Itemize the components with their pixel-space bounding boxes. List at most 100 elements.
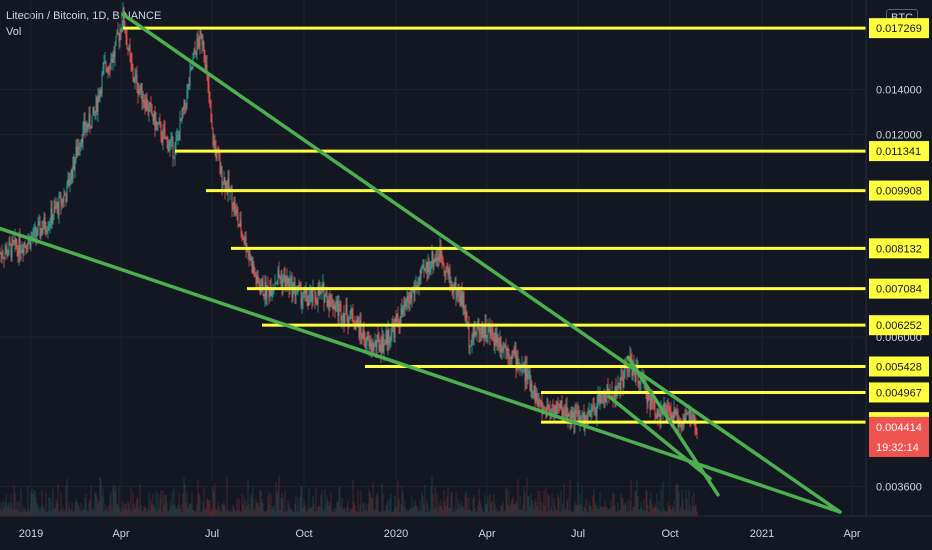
volume-bar [478, 488, 480, 516]
candle-body [568, 413, 570, 417]
candle-body [421, 266, 423, 269]
volume-bar [376, 493, 378, 516]
volume-bar [486, 503, 488, 516]
candle-body [265, 281, 267, 299]
candle-body [601, 402, 603, 404]
volume-bar [420, 510, 422, 516]
price-tick-label: 0.003600 [876, 482, 922, 494]
candle-body [118, 33, 120, 41]
volume-bar [284, 491, 286, 516]
candle-body [155, 121, 157, 130]
candle-body [383, 343, 385, 352]
volume-bar [326, 496, 328, 516]
level-price-label: 0.004967 [876, 387, 922, 399]
volume-bar [526, 477, 528, 516]
candle-body [183, 99, 185, 110]
volume-bar [630, 479, 632, 516]
candle-body [120, 29, 122, 32]
volume-bar [115, 487, 117, 516]
volume-bar [467, 510, 469, 516]
volume-bar [22, 507, 24, 516]
candle-body [106, 68, 108, 72]
volume-bar [310, 508, 312, 516]
volume-bar [596, 508, 598, 516]
candle-body [529, 371, 531, 392]
candle-body [76, 146, 78, 156]
volume-bar [435, 507, 437, 516]
candle-body [406, 295, 408, 302]
volume-bar [502, 501, 504, 516]
candle-body [296, 291, 298, 294]
volume-bar [678, 492, 680, 516]
volume-bar [458, 504, 460, 516]
volume-bar [169, 501, 171, 516]
candle-body [497, 334, 499, 347]
candle-body [245, 236, 247, 252]
candle-body [538, 400, 540, 406]
candle-body [65, 195, 67, 203]
time-tick-label: Oct [295, 528, 312, 540]
volume-bar [394, 496, 396, 516]
candle-body [330, 295, 332, 297]
volume-bar [117, 505, 119, 516]
candle-body [101, 73, 103, 94]
volume-bar [462, 505, 464, 516]
volume-bar [36, 503, 38, 516]
volume-bar [323, 511, 325, 516]
volume-bar [77, 503, 79, 516]
volume-bar [491, 500, 493, 516]
volume-bar [10, 494, 12, 516]
volume-bar [147, 508, 149, 516]
volume-bar [395, 506, 397, 516]
time-axis[interactable]: 2019 Apr Jul Oct 2020 Apr Jul Oct 2021 Apr [19, 528, 861, 540]
volume-bar [338, 487, 340, 516]
volume-bar [387, 499, 389, 516]
candle-body [163, 128, 165, 131]
price-axis[interactable]: 0.014000 0.012000 0.006000 0.003600 0.017269… [869, 18, 929, 494]
volume-bar [598, 508, 600, 516]
volume-bar [475, 511, 477, 516]
volume-bar [291, 511, 293, 516]
volume-bar [637, 496, 639, 516]
candle-body [284, 275, 286, 289]
volume-bar [329, 502, 331, 516]
candle-body [104, 61, 106, 63]
volume-bar [100, 479, 102, 516]
candle-body [216, 149, 218, 159]
candle-body [504, 344, 506, 347]
volume-bar [1, 510, 3, 516]
level-price-label: 0.017269 [876, 23, 922, 35]
candle-body [441, 257, 443, 259]
volume-bar [553, 498, 555, 516]
candle-body [142, 100, 144, 102]
volume-bar [127, 500, 129, 516]
candle-body [5, 247, 7, 253]
candle-body [270, 287, 272, 297]
candle-body [646, 390, 648, 404]
candle-body [266, 285, 268, 299]
volume-bar [105, 509, 107, 516]
volume-bar [33, 489, 35, 516]
candle-body [228, 177, 230, 191]
volume-bar [268, 491, 270, 516]
volume-bar [662, 481, 664, 516]
volume-bar [32, 494, 34, 516]
candle-body [83, 120, 85, 126]
candle-body [621, 376, 623, 379]
candle-body [671, 414, 673, 421]
volume-bar [128, 503, 130, 516]
candle-body [609, 393, 611, 395]
volume-bar [296, 511, 298, 516]
candle-body [23, 242, 25, 254]
volume-bar [327, 500, 329, 516]
volume-bar [402, 492, 404, 516]
volume-bar [109, 496, 111, 516]
candle-body [577, 410, 579, 414]
volume-bar [691, 496, 693, 516]
candle-body [525, 365, 527, 382]
volume-bar [605, 505, 607, 516]
candle-body [103, 62, 105, 68]
candle-body [358, 323, 360, 338]
volume-bar [391, 511, 393, 516]
